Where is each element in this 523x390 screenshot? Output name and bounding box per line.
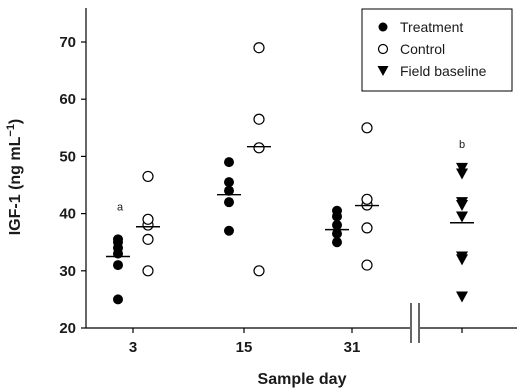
point-field-baseline <box>456 211 468 223</box>
point-field-baseline <box>456 197 468 209</box>
point-field-baseline <box>456 291 468 303</box>
legend-marker-field-baseline <box>377 66 389 76</box>
y-axis-title: IGF-1 (ng mL−1) <box>5 119 24 236</box>
annotation-label: b <box>459 139 465 151</box>
point-control <box>253 265 265 277</box>
y-tick-label: 50 <box>59 148 76 165</box>
point-control <box>361 122 373 134</box>
point-control <box>142 233 154 245</box>
point-treatment <box>113 234 123 245</box>
legend-label-control: Control <box>400 41 445 57</box>
x-axis-title: Sample day <box>258 371 347 388</box>
point-treatment <box>224 225 234 236</box>
y-axis-title-main: IGF-1 (ng mL <box>7 136 24 235</box>
point-control <box>361 193 373 205</box>
point-control <box>253 42 265 54</box>
point-control <box>142 265 154 277</box>
point-treatment <box>224 185 234 196</box>
point-field-baseline <box>456 162 468 174</box>
legend: Treatment Control Field baseline <box>361 8 513 92</box>
axes: 20 30 40 50 60 70 3 15 31 <box>59 8 517 356</box>
point-control <box>361 222 373 234</box>
legend-marker-treatment <box>378 22 388 32</box>
point-treatment <box>224 157 234 168</box>
point-treatment <box>224 177 234 188</box>
point-field-baseline <box>456 251 468 263</box>
point-treatment <box>332 205 342 216</box>
point-control <box>142 170 154 183</box>
point-treatment <box>224 197 234 208</box>
point-treatment <box>113 294 123 305</box>
legend-marker-control <box>377 43 389 55</box>
point-treatment <box>332 228 342 239</box>
point-treatment <box>332 237 342 248</box>
y-axis-title-close: ) <box>7 119 24 124</box>
annotation-label: a <box>117 202 124 214</box>
point-treatment <box>113 260 123 271</box>
y-tick-label: 40 <box>59 206 76 223</box>
legend-label-field-baseline: Field baseline <box>400 63 487 79</box>
x-tick-label: 15 <box>236 339 253 356</box>
x-tick-label: 31 <box>344 339 361 356</box>
y-axis-title-sup: −1 <box>5 124 17 137</box>
legend-label-treatment: Treatment <box>400 19 463 35</box>
y-tick-label: 20 <box>59 320 76 337</box>
point-control <box>142 213 154 225</box>
point-control <box>253 142 265 154</box>
x-tick-label: 3 <box>129 339 137 356</box>
point-field-baseline <box>456 168 468 180</box>
point-control <box>253 113 265 125</box>
point-control <box>361 259 373 271</box>
y-tick-label: 70 <box>59 34 76 51</box>
chart-marks: ab <box>106 42 474 305</box>
y-tick-label: 60 <box>59 91 76 108</box>
y-tick-label: 30 <box>59 263 76 280</box>
point-treatment <box>332 220 342 231</box>
